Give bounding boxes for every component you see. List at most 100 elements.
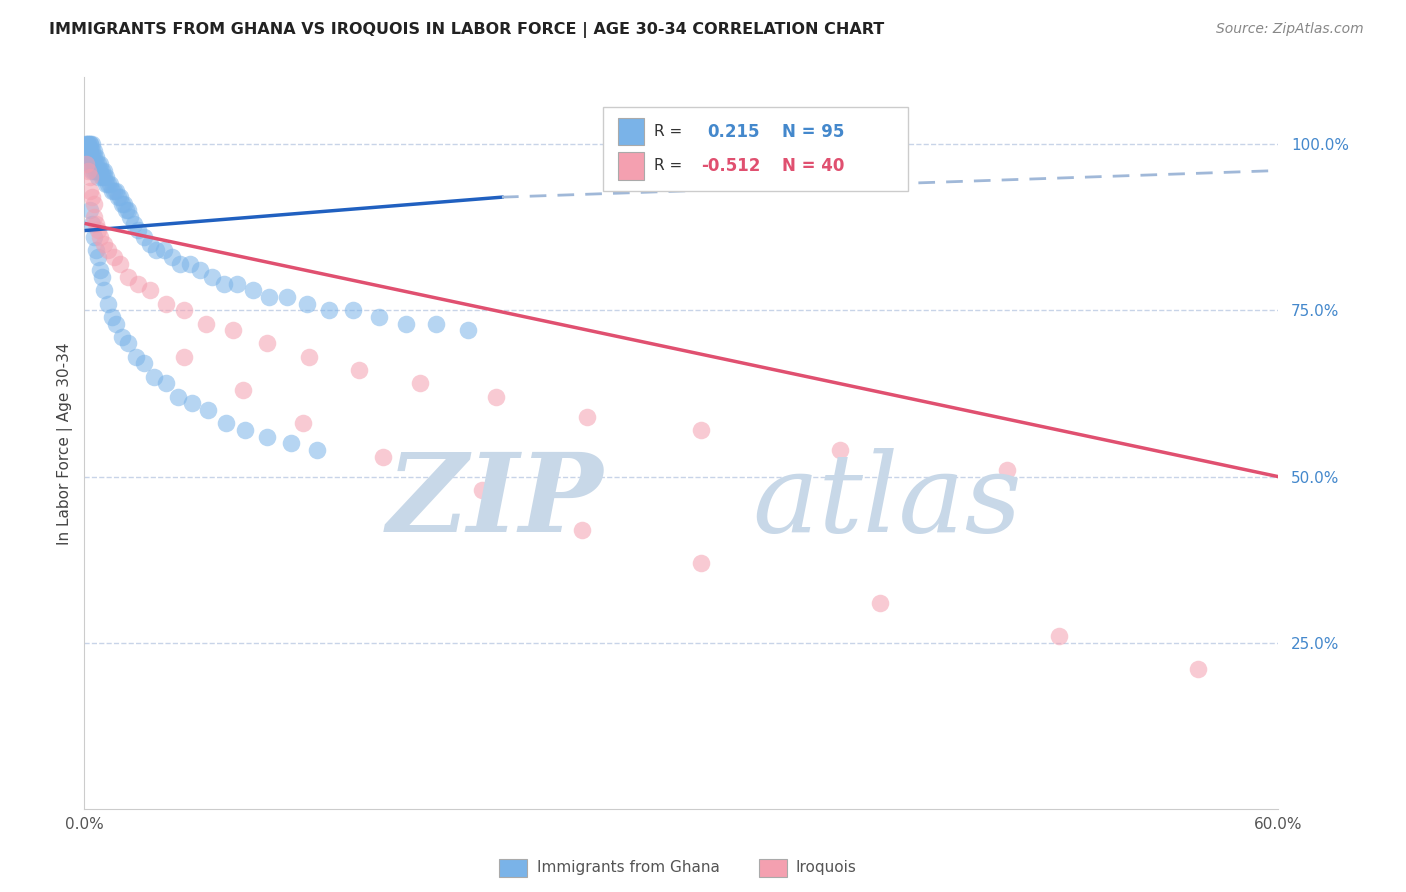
Point [96, 177, 118, 191]
Point [93, 283, 115, 297]
Point [77, 136, 100, 151]
Bar [617, 152, 644, 180]
Point [235, 423, 257, 437]
Point [166, 390, 188, 404]
Point [153, 244, 176, 258]
Point [127, 223, 149, 237]
Text: R =: R = [654, 124, 682, 139]
Point [75, 136, 97, 151]
Point [118, 210, 141, 224]
Point [347, 363, 370, 377]
Point [103, 250, 125, 264]
Point [84, 157, 107, 171]
Point [188, 263, 211, 277]
Point [142, 369, 165, 384]
Point [256, 429, 278, 443]
Point [84, 150, 107, 164]
Point [485, 390, 508, 404]
Point [232, 383, 254, 397]
Point [82, 144, 104, 158]
Point [318, 303, 340, 318]
Point [101, 184, 124, 198]
Point [122, 217, 145, 231]
Point [89, 157, 111, 171]
Point [169, 257, 191, 271]
Point [77, 163, 100, 178]
Point [79, 136, 101, 151]
Point [342, 303, 364, 318]
Point [108, 257, 131, 271]
Point [828, 442, 851, 457]
Point [995, 463, 1018, 477]
Point [155, 376, 177, 391]
Point [83, 210, 105, 224]
Point [197, 403, 219, 417]
Point [173, 350, 195, 364]
Point [112, 196, 135, 211]
Point [83, 163, 105, 178]
Point [180, 396, 202, 410]
Text: Iroquois: Iroquois [796, 861, 856, 875]
Text: -0.512: -0.512 [702, 157, 761, 175]
Point [576, 409, 599, 424]
Point [1047, 629, 1070, 643]
Point [571, 523, 593, 537]
Text: N = 40: N = 40 [782, 157, 845, 175]
Point [117, 203, 139, 218]
Point [97, 177, 120, 191]
Point [98, 177, 121, 191]
Point [111, 196, 134, 211]
Point [82, 157, 104, 171]
Point [79, 144, 101, 158]
Point [79, 203, 101, 218]
Text: Immigrants from Ghana: Immigrants from Ghana [537, 861, 720, 875]
Point [91, 163, 114, 178]
Text: R =: R = [654, 159, 682, 173]
Point [79, 184, 101, 198]
Text: N = 95: N = 95 [782, 122, 845, 141]
Point [395, 317, 418, 331]
Point [194, 317, 217, 331]
Point [82, 163, 104, 178]
Point [75, 150, 97, 164]
Point [84, 244, 107, 258]
Point [111, 330, 134, 344]
Point [425, 317, 447, 331]
Point [869, 596, 891, 610]
Point [132, 230, 155, 244]
Point [139, 283, 162, 297]
Point [75, 136, 97, 151]
Point [87, 223, 110, 237]
Point [105, 317, 128, 331]
Point [79, 150, 101, 164]
Bar [617, 118, 644, 145]
Point [77, 157, 100, 171]
Point [689, 556, 711, 570]
Point [292, 417, 315, 431]
Point [82, 190, 104, 204]
Point [87, 170, 110, 185]
Text: ZIP: ZIP [387, 448, 603, 556]
Point [79, 136, 101, 151]
Point [83, 196, 105, 211]
Point [689, 423, 711, 437]
Point [77, 136, 100, 151]
Point [280, 436, 302, 450]
Point [91, 270, 114, 285]
Point [155, 296, 177, 310]
Point [89, 163, 111, 178]
Point [83, 157, 105, 171]
Text: Source: ZipAtlas.com: Source: ZipAtlas.com [1216, 22, 1364, 37]
Point [82, 136, 104, 151]
Point [93, 170, 115, 185]
Point [77, 144, 100, 158]
Point [471, 483, 494, 497]
Point [87, 157, 110, 171]
Point [222, 323, 245, 337]
Point [87, 250, 110, 264]
Point [87, 163, 110, 178]
Point [96, 170, 118, 185]
Point [295, 296, 318, 310]
Point [103, 184, 125, 198]
Point [132, 356, 155, 370]
